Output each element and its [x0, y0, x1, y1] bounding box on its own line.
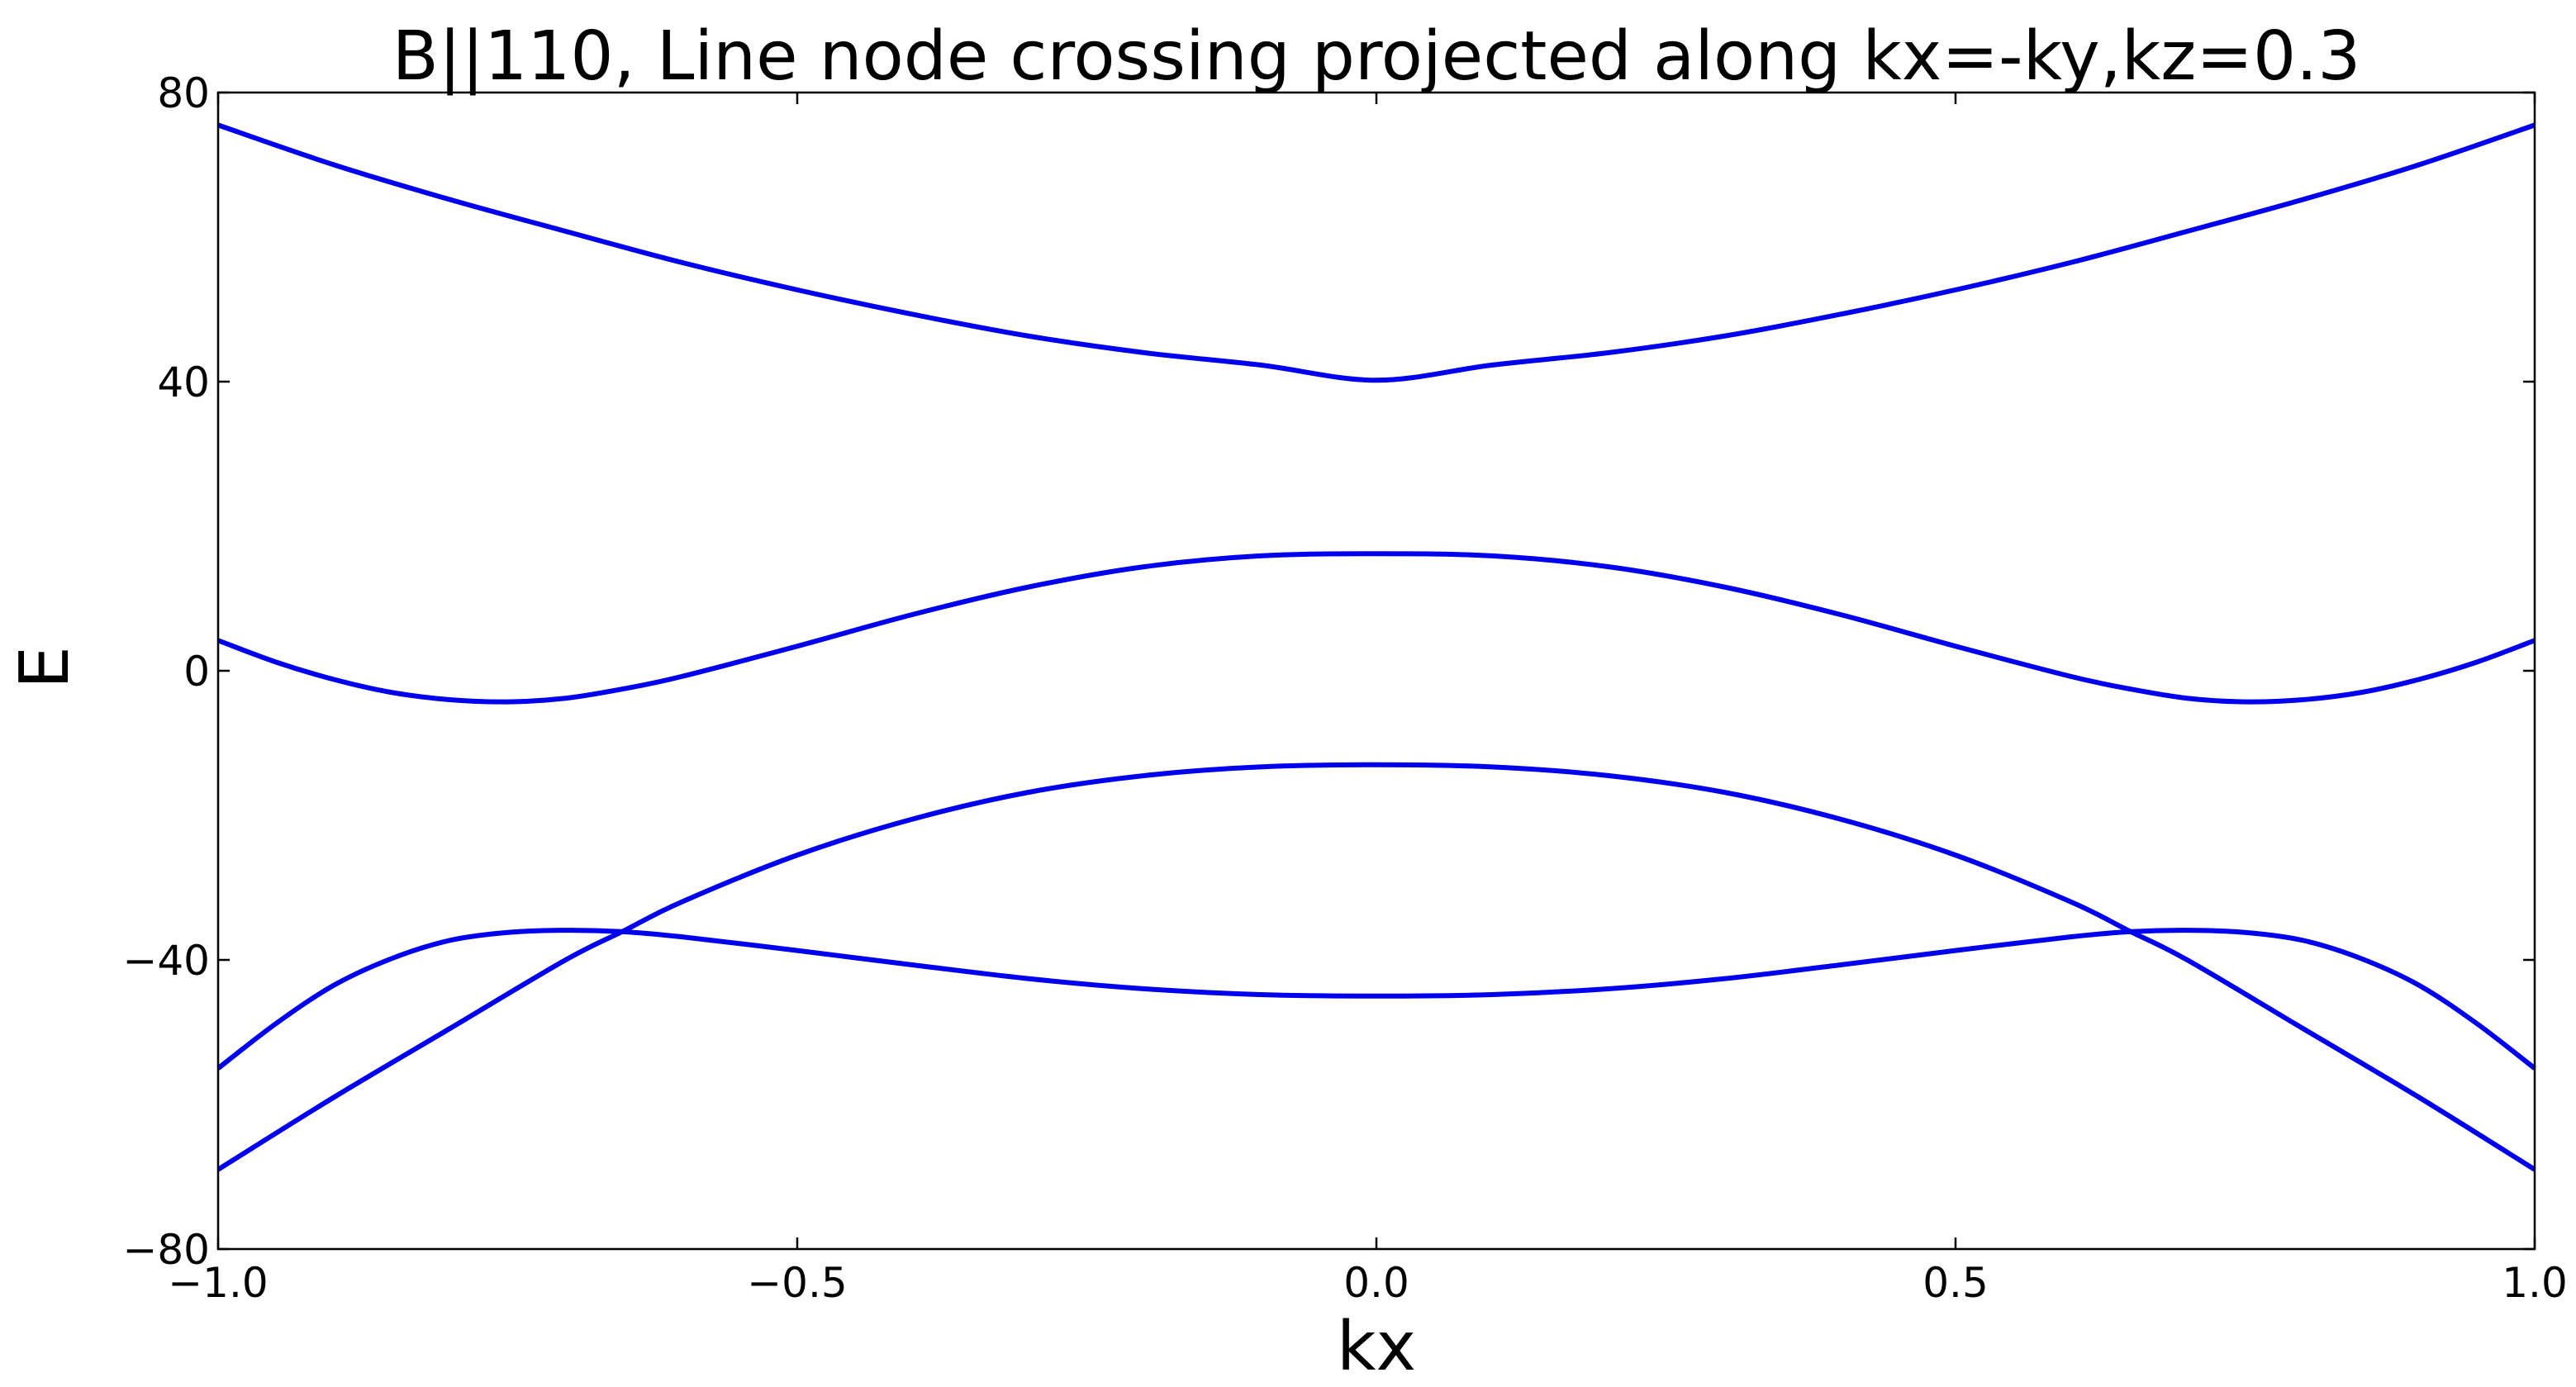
chart-title: B||110, Line node crossing projected alo… — [392, 17, 2361, 96]
y-tick-label: 0 — [183, 648, 210, 696]
x-axis-ticks: −1.0 −0.5 0.0 0.5 1.0 — [168, 93, 2568, 1307]
y-tick-label: 80 — [157, 69, 210, 117]
y-tick-label: 40 — [157, 359, 210, 406]
y-tick-label: −80 — [122, 1226, 210, 1274]
x-tick-label: 1.0 — [2502, 1259, 2568, 1307]
x-tick-label: −0.5 — [747, 1259, 847, 1307]
x-axis-title: kx — [1337, 1308, 1416, 1386]
series-group — [216, 122, 2536, 1172]
series-line-3 — [216, 762, 2536, 1172]
series-line-1 — [217, 122, 2536, 383]
series-line-2 — [216, 551, 2536, 705]
x-tick-label: 0.0 — [1343, 1259, 1409, 1307]
y-tick-label: −40 — [122, 937, 210, 985]
y-axis-title: E — [6, 646, 84, 689]
x-tick-label: −1.0 — [168, 1259, 268, 1307]
series-line-4 — [216, 928, 2536, 1071]
y-axis-ticks: −80 −40 0 40 80 — [122, 69, 2535, 1274]
x-tick-label: 0.5 — [1922, 1259, 1989, 1307]
